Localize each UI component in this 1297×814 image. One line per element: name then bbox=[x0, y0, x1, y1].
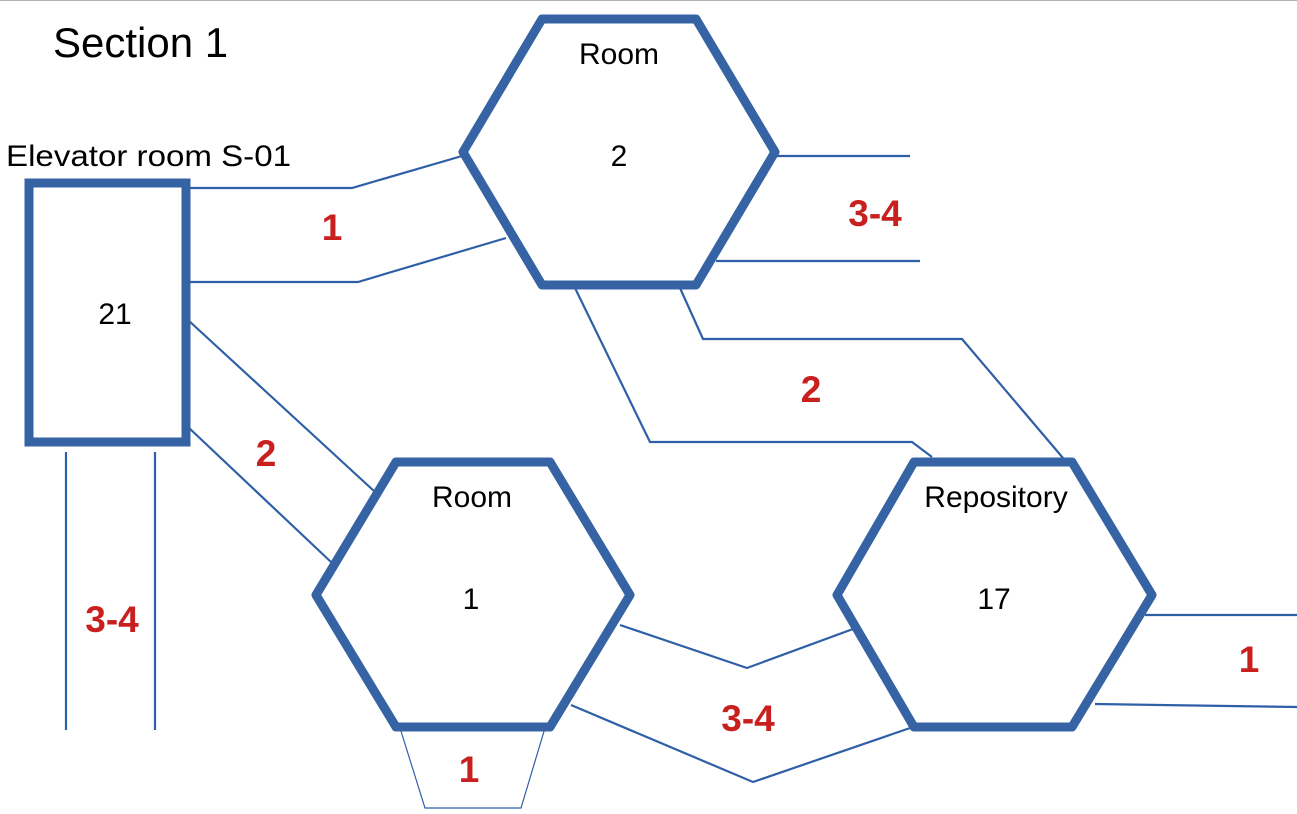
weight-repository-offpage: 1 bbox=[1239, 639, 1260, 680]
corridor-elevator-room2-upper bbox=[188, 154, 463, 190]
weight-room1-repository: 3-4 bbox=[721, 698, 775, 739]
weight-room1-offpage: 1 bbox=[459, 749, 480, 790]
page-title: Section 1 bbox=[53, 19, 228, 66]
elevator-room-box bbox=[24, 178, 191, 447]
corridor-room1-offpage-bottom bbox=[399, 727, 546, 809]
room-1-hexagon bbox=[311, 457, 635, 732]
elevator-caption: Elevator room S-01 bbox=[6, 140, 291, 173]
weight-room2-repository: 2 bbox=[801, 369, 822, 410]
corridor-elevator-room2-lower bbox=[188, 236, 507, 284]
room-1-number: 1 bbox=[463, 583, 480, 616]
room-2-hexagon bbox=[458, 14, 780, 290]
elevator-number: 21 bbox=[98, 298, 131, 331]
weight-elevator-room1: 2 bbox=[256, 433, 277, 474]
room-2-caption: Room bbox=[579, 38, 659, 71]
repository-caption: Repository bbox=[924, 481, 1067, 514]
page-top-border bbox=[0, 0, 1297, 1]
weight-elevator-offpage: 3-4 bbox=[85, 599, 139, 640]
weight-elevator-room2: 1 bbox=[322, 207, 343, 248]
room-1-caption: Room bbox=[432, 481, 512, 514]
corridor-repository-offpage-lower bbox=[1094, 702, 1297, 709]
corridor-elevator-room1-lower bbox=[187, 426, 332, 563]
room-2-number: 2 bbox=[611, 140, 628, 173]
repository-number: 17 bbox=[977, 583, 1010, 616]
weight-room2-offpage: 3-4 bbox=[848, 193, 902, 234]
corridor-room1-repository-lower bbox=[570, 703, 914, 784]
corridor-room2-repository-upper bbox=[678, 287, 1064, 459]
repository-hexagon bbox=[832, 457, 1157, 732]
corridor-room2-repository-lower bbox=[574, 287, 933, 458]
corridor-elevator-room1-upper bbox=[187, 319, 375, 492]
corridor-room1-repository-upper bbox=[619, 623, 854, 670]
